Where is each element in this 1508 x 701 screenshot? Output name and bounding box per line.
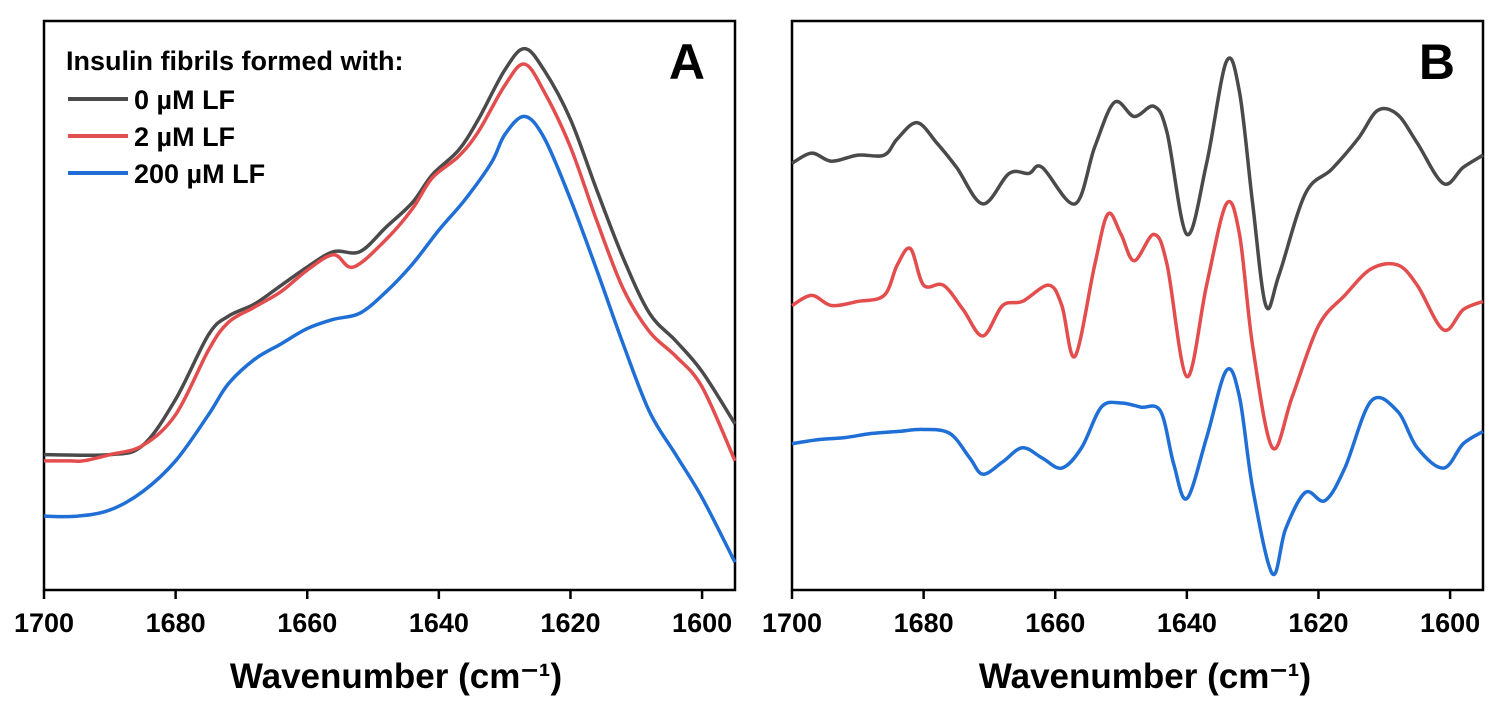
series-line-2-m-lf xyxy=(791,200,1484,451)
x-tick-label: 1640 xyxy=(409,608,469,638)
series-line-0-m-lf xyxy=(43,46,737,458)
panel-a: 1700 1680 1660 1640 1620 1600 A Wavenumber (c… xyxy=(14,19,737,696)
legend-entry-2: 200 µM LF xyxy=(134,159,265,189)
x-tick-label: 1660 xyxy=(277,608,337,638)
legend-entry-0: 0 µM LF xyxy=(134,85,235,115)
x-tick-label: 1600 xyxy=(1420,608,1480,638)
series-lines-b xyxy=(791,56,1484,577)
series-lines-a xyxy=(43,46,737,564)
x-tick-label: 1700 xyxy=(14,608,74,638)
plot-frame-a xyxy=(42,19,737,592)
x-tick-label: 1700 xyxy=(762,608,822,638)
x-ticks-a: 1700 1680 1660 1640 1620 1600 xyxy=(14,590,732,638)
x-axis-title-b: Wavenumber (cm⁻¹) xyxy=(979,657,1311,696)
series-line-200-m-lf xyxy=(791,367,1484,577)
series-line-2-m-lf xyxy=(43,62,737,464)
x-tick-label: 1620 xyxy=(540,608,600,638)
x-axis-title-a: Wavenumber (cm⁻¹) xyxy=(230,657,562,696)
panel-label-a: A xyxy=(669,34,705,90)
x-ticks-b: 1700 1680 1660 1640 1620 1600 xyxy=(762,590,1480,638)
panel-b: 1700 1680 1660 1640 1620 1600 B Wavenumber (c… xyxy=(762,19,1485,696)
x-tick-label: 1680 xyxy=(894,608,954,638)
legend-a: Insulin fibrils formed with: 0 µM LF 2 µ… xyxy=(66,46,404,189)
x-tick-label: 1660 xyxy=(1025,608,1085,638)
x-tick-label: 1600 xyxy=(672,608,732,638)
legend-title: Insulin fibrils formed with: xyxy=(66,46,404,76)
panel-label-b: B xyxy=(1419,34,1455,90)
x-tick-label: 1640 xyxy=(1157,608,1217,638)
series-line-200-m-lf xyxy=(43,114,737,564)
series-line-0-m-lf xyxy=(791,56,1484,311)
legend-entry-1: 2 µM LF xyxy=(134,122,235,152)
x-tick-label: 1680 xyxy=(146,608,206,638)
plot-frame-b xyxy=(790,19,1485,592)
x-tick-label: 1620 xyxy=(1288,608,1348,638)
